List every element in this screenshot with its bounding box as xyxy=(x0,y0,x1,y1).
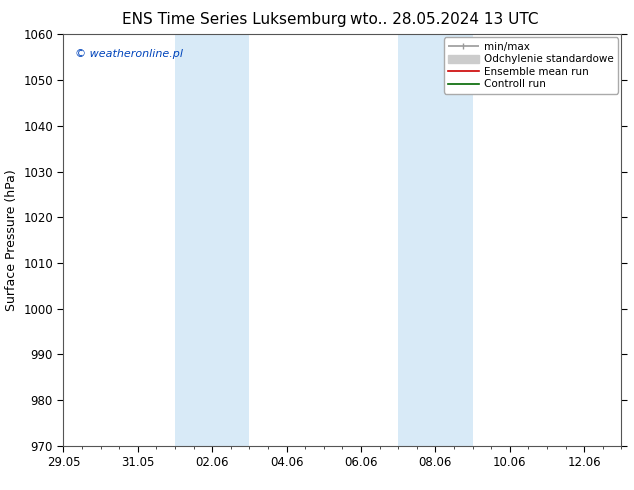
Legend: min/max, Odchylenie standardowe, Ensemble mean run, Controll run: min/max, Odchylenie standardowe, Ensembl… xyxy=(444,37,618,94)
Y-axis label: Surface Pressure (hPa): Surface Pressure (hPa) xyxy=(4,169,18,311)
Text: ENS Time Series Luksemburg: ENS Time Series Luksemburg xyxy=(122,12,347,27)
Bar xyxy=(398,34,472,446)
Text: © weatheronline.pl: © weatheronline.pl xyxy=(75,49,183,59)
Text: wto.. 28.05.2024 13 UTC: wto.. 28.05.2024 13 UTC xyxy=(349,12,538,27)
Bar xyxy=(175,34,249,446)
